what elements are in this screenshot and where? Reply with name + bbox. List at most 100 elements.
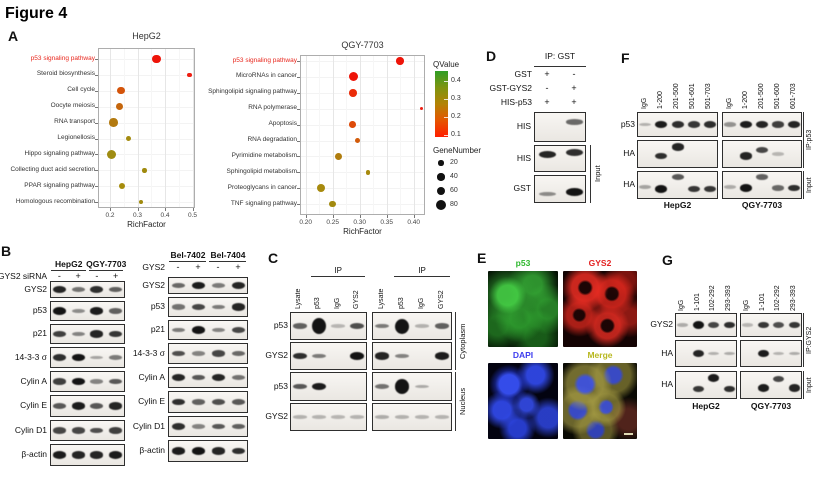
protein-band bbox=[740, 184, 752, 192]
protein-band bbox=[292, 415, 307, 419]
condition-value: + bbox=[544, 97, 550, 107]
lane-label: 293-393 bbox=[789, 285, 797, 311]
protein-band bbox=[231, 423, 245, 430]
gridline-minor bbox=[151, 49, 153, 207]
blot-box bbox=[675, 340, 737, 367]
protein-band bbox=[109, 355, 123, 360]
protein-band bbox=[71, 308, 85, 314]
blot-row-label: Cylin A bbox=[138, 371, 165, 382]
protein-band bbox=[292, 383, 307, 390]
panel-label-b: B bbox=[1, 243, 12, 259]
protein-band bbox=[191, 374, 205, 381]
category-label: Steroid biosynthesis bbox=[36, 70, 95, 78]
gridline-major bbox=[110, 49, 111, 207]
gridline-h bbox=[301, 61, 424, 62]
x-tick-label: 0.35 bbox=[380, 219, 394, 226]
lane-label: p53 bbox=[314, 297, 322, 309]
protein-band bbox=[724, 122, 736, 127]
category-label: Homologous recombination bbox=[15, 197, 95, 205]
cell-line-label: Bel-7404 bbox=[210, 250, 246, 260]
protein-band bbox=[52, 330, 66, 338]
protein-band bbox=[331, 324, 346, 328]
protein-band bbox=[703, 121, 716, 128]
y-axis-tick bbox=[297, 204, 300, 206]
protein-band bbox=[311, 382, 326, 391]
protein-band bbox=[292, 323, 307, 329]
category-label: RNA transport bbox=[54, 118, 95, 126]
protein-band bbox=[375, 415, 389, 419]
category-label: Oocyte meiosis bbox=[50, 102, 95, 110]
lane-label: 1-101 bbox=[693, 293, 701, 311]
protein-band bbox=[231, 303, 245, 311]
data-point bbox=[328, 200, 336, 208]
blot-row-label: HA bbox=[661, 347, 673, 358]
blot-row-label: GYS2 bbox=[24, 283, 47, 294]
protein-band bbox=[757, 384, 769, 392]
x-axis-tick bbox=[165, 208, 166, 211]
protein-band bbox=[708, 374, 720, 382]
protein-band bbox=[90, 403, 104, 409]
protein-band bbox=[687, 185, 700, 193]
gridline-major bbox=[413, 56, 415, 214]
gridline-minor bbox=[123, 49, 125, 207]
protein-band bbox=[565, 149, 583, 156]
data-point bbox=[117, 87, 125, 95]
ip-bracket bbox=[803, 313, 804, 367]
header-underline bbox=[88, 270, 123, 271]
y-axis-tick bbox=[297, 140, 300, 142]
protein-band bbox=[191, 303, 205, 311]
legend-genenumber-title: GeneNumber bbox=[433, 146, 482, 155]
legend-qvalue-gradient bbox=[435, 71, 448, 137]
protein-band bbox=[211, 447, 225, 455]
category-label: Hippo signaling pathway bbox=[24, 149, 95, 157]
protein-band bbox=[788, 184, 800, 192]
protein-band bbox=[639, 122, 652, 127]
protein-band bbox=[395, 353, 409, 359]
protein-band bbox=[655, 185, 668, 193]
lane-label: 102-292 bbox=[709, 285, 717, 311]
fluorescence-image-dapi bbox=[488, 363, 558, 439]
blot-box bbox=[50, 324, 125, 344]
gridline-minor bbox=[178, 49, 180, 207]
protein-band bbox=[171, 398, 185, 406]
protein-band bbox=[565, 119, 583, 125]
gridline-h bbox=[99, 154, 194, 156]
condition-label: GST bbox=[514, 69, 532, 79]
y-axis-tick bbox=[95, 90, 98, 92]
y-axis-tick bbox=[297, 188, 300, 190]
legend-qvalue-tick-label: 0.3 bbox=[451, 95, 461, 102]
blot-box bbox=[168, 343, 248, 364]
chart-title: HepG2 bbox=[132, 31, 161, 41]
protein-band bbox=[703, 185, 716, 193]
protein-band bbox=[350, 323, 365, 329]
blot-box bbox=[168, 391, 248, 413]
protein-band bbox=[350, 415, 365, 419]
protein-band bbox=[375, 352, 389, 360]
ip-bracket-line bbox=[310, 276, 366, 277]
protein-band bbox=[756, 174, 768, 180]
y-axis-tick bbox=[95, 106, 98, 108]
gridline-h bbox=[99, 122, 194, 124]
protein-band bbox=[723, 385, 735, 393]
protein-band bbox=[191, 351, 205, 356]
gridline-h bbox=[99, 59, 194, 60]
panel-label-g: G bbox=[662, 252, 673, 268]
y-axis-tick bbox=[95, 74, 98, 76]
gridline-major bbox=[165, 49, 166, 207]
data-point bbox=[354, 137, 361, 144]
legend-size-label: 80 bbox=[450, 201, 458, 208]
protein-band bbox=[311, 353, 326, 359]
protein-band bbox=[211, 373, 225, 382]
blot-box bbox=[290, 403, 367, 431]
protein-band bbox=[71, 427, 85, 434]
protein-band bbox=[671, 174, 684, 180]
x-axis-tick bbox=[137, 208, 139, 211]
gridline-h bbox=[301, 124, 424, 126]
category-label: Sphingolipid metabolism bbox=[226, 167, 297, 175]
data-point bbox=[138, 199, 144, 205]
fluorescence-image-gys2 bbox=[563, 271, 637, 347]
cell-line-label: Bel-7402 bbox=[170, 250, 206, 260]
protein-band bbox=[109, 378, 123, 385]
x-axis-tick bbox=[305, 215, 307, 218]
